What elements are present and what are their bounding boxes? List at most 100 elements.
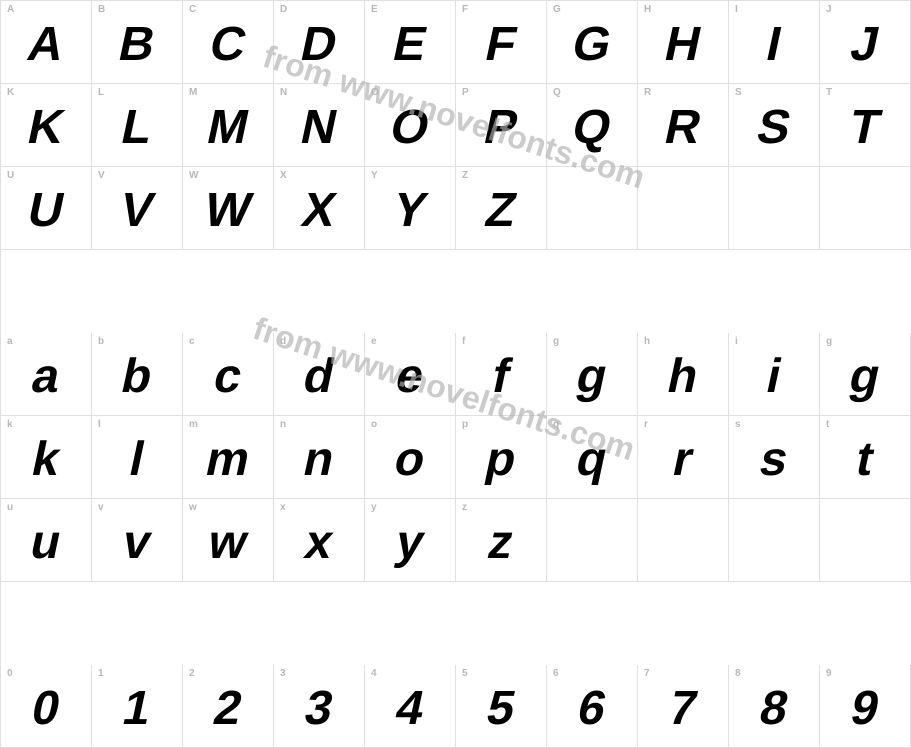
glyph-cell: ii — [729, 333, 820, 416]
cell-glyph: 1 — [119, 685, 156, 733]
cell-glyph: k — [28, 436, 65, 484]
cell-glyph: 9 — [847, 685, 884, 733]
cell-label: r — [644, 419, 648, 430]
glyph-cell: OO — [365, 84, 456, 167]
cell-label: B — [98, 4, 105, 15]
glyph-cell: ww — [183, 499, 274, 582]
cell-label: S — [735, 87, 742, 98]
glyph-cell: uu — [1, 499, 92, 582]
glyph-cell: 33 — [274, 665, 365, 748]
glyph-cell: HH — [638, 1, 729, 84]
cell-label: y — [371, 502, 377, 513]
cell-glyph: 0 — [28, 685, 65, 733]
cell-glyph: S — [753, 104, 795, 152]
glyph-cell: MM — [183, 84, 274, 167]
glyph-cell: GG — [547, 1, 638, 84]
cell-glyph: 5 — [483, 685, 520, 733]
glyph-cell: 22 — [183, 665, 274, 748]
cell-label: C — [189, 4, 196, 15]
glyph-cell: yy — [365, 499, 456, 582]
glyph-cell: UU — [1, 167, 92, 250]
cell-glyph: F — [481, 21, 521, 69]
cell-label: x — [280, 502, 286, 513]
cell-label: 3 — [280, 668, 286, 679]
cell-label: H — [644, 4, 651, 15]
cell-glyph: T — [845, 104, 885, 152]
cell-glyph: n — [299, 436, 339, 484]
cell-glyph: A — [24, 21, 69, 69]
glyph-cell: ll — [92, 416, 183, 499]
cell-glyph: H — [661, 21, 706, 69]
glyph-cell: nn — [274, 416, 365, 499]
cell-label: P — [462, 87, 469, 98]
cell-glyph: E — [389, 21, 431, 69]
cell-label: V — [98, 170, 105, 181]
cell-glyph: I — [762, 21, 786, 69]
glyph-cell: TT — [820, 84, 911, 167]
cell-label: Q — [553, 87, 561, 98]
glyph-cell — [638, 167, 729, 250]
cell-glyph: 2 — [210, 685, 247, 733]
glyph-cell: AA — [1, 1, 92, 84]
cell-label: A — [7, 4, 14, 15]
cell-glyph: D — [297, 21, 342, 69]
cell-glyph: h — [663, 353, 703, 401]
glyph-cell: BB — [92, 1, 183, 84]
glyph-cell: NN — [274, 84, 365, 167]
cell-glyph: u — [26, 519, 66, 567]
cell-glyph: 7 — [665, 685, 702, 733]
glyph-cell: gg — [820, 333, 911, 416]
cell-glyph: a — [28, 353, 65, 401]
glyph-cell — [729, 499, 820, 582]
cell-label: 5 — [462, 668, 468, 679]
cell-label: L — [98, 87, 104, 98]
cell-label: O — [371, 87, 379, 98]
cell-label: R — [644, 87, 651, 98]
cell-glyph: m — [202, 436, 255, 484]
cell-glyph: Y — [389, 187, 431, 235]
cell-label: 2 — [189, 668, 195, 679]
glyph-cell: zz — [456, 499, 547, 582]
row-gap — [1, 250, 911, 262]
cell-label: I — [735, 4, 738, 15]
glyph-cell: ee — [365, 333, 456, 416]
cell-label: 9 — [826, 668, 832, 679]
cell-label: 7 — [644, 668, 650, 679]
cell-glyph: K — [24, 104, 69, 152]
cell-label: i — [735, 336, 738, 347]
cell-glyph: g — [572, 353, 612, 401]
glyph-cell: II — [729, 1, 820, 84]
glyph-cell: gg — [547, 333, 638, 416]
cell-glyph: 3 — [301, 685, 338, 733]
glyph-cell: pp — [456, 416, 547, 499]
cell-label: D — [280, 4, 287, 15]
glyph-cell: DD — [274, 1, 365, 84]
glyph-cell — [547, 499, 638, 582]
glyph-cell — [729, 167, 820, 250]
glyph-cell: FF — [456, 1, 547, 84]
cell-label: T — [826, 87, 832, 98]
cell-glyph: x — [301, 519, 338, 567]
cell-glyph: d — [299, 353, 339, 401]
glyph-cell — [638, 499, 729, 582]
cell-glyph: P — [480, 104, 522, 152]
cell-glyph: y — [392, 519, 429, 567]
cell-label: l — [98, 419, 101, 430]
glyph-cell — [547, 167, 638, 250]
cell-label: m — [189, 419, 198, 430]
cell-label: b — [98, 336, 104, 347]
cell-glyph: g — [845, 353, 885, 401]
cell-glyph: e — [392, 353, 429, 401]
glyph-cell: KK — [1, 84, 92, 167]
glyph-cell: ZZ — [456, 167, 547, 250]
cell-glyph: B — [115, 21, 160, 69]
glyph-cell: LL — [92, 84, 183, 167]
cell-label: a — [7, 336, 13, 347]
glyph-cell: 44 — [365, 665, 456, 748]
cell-glyph: q — [572, 436, 612, 484]
glyph-cell: cc — [183, 333, 274, 416]
cell-label: Y — [371, 170, 378, 181]
cell-glyph: G — [568, 21, 616, 69]
cell-label: Z — [462, 170, 468, 181]
cell-label: z — [462, 502, 467, 513]
